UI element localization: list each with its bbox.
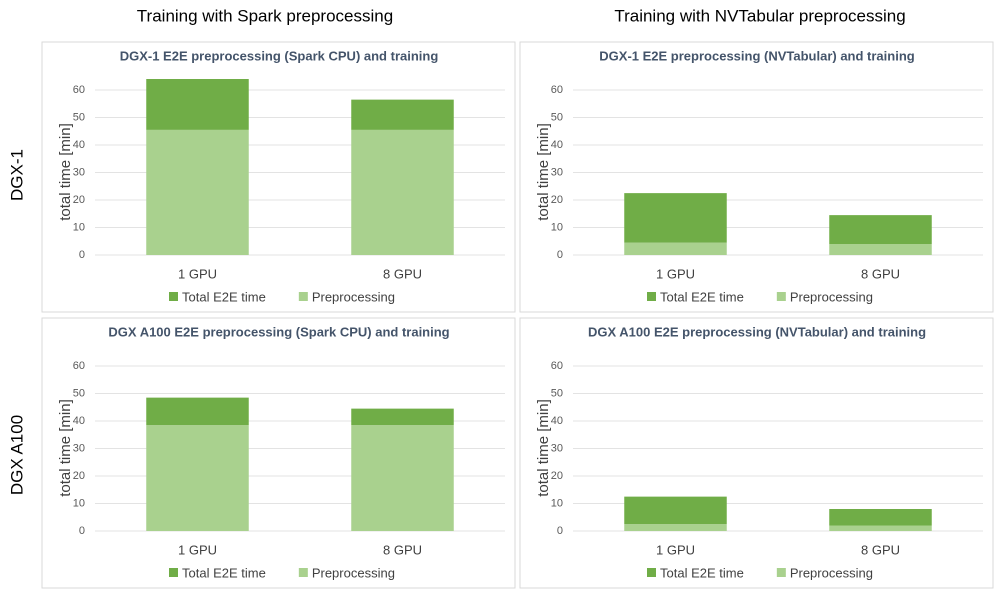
legend-swatch (169, 568, 178, 577)
y-tick-label: 30 (73, 442, 85, 454)
legend-swatch (298, 292, 308, 301)
y-tick-label: 60 (73, 84, 85, 96)
y-tick-label: 60 (73, 360, 85, 372)
bar-segment (351, 425, 454, 531)
y-tick-label: 10 (73, 497, 85, 509)
bar-segment (624, 193, 727, 243)
y-tick-label: 20 (73, 470, 85, 482)
y-tick-label: 20 (73, 194, 85, 206)
bar-segment (829, 509, 932, 526)
y-tick-label: 50 (551, 387, 563, 399)
y-axis-label: total time [min] (535, 123, 552, 221)
y-tick-label: 60 (551, 360, 563, 372)
y-tick-label: 10 (551, 221, 563, 233)
y-axis-label: total time [min] (57, 399, 74, 497)
x-tick-label: 1 GPU (178, 542, 217, 557)
y-tick-label: 30 (551, 166, 563, 178)
legend-swatch (776, 568, 786, 577)
y-tick-label: 50 (73, 111, 85, 123)
bar-segment (829, 215, 932, 244)
panel (519, 317, 994, 589)
x-tick-label: 8 GPU (861, 266, 900, 281)
bar-segment (624, 496, 727, 525)
bar-segment (829, 244, 932, 255)
panel (519, 41, 994, 313)
y-tick-label: 20 (551, 194, 563, 206)
y-tick-label: 40 (73, 139, 85, 151)
bar-segment (351, 129, 454, 255)
y-tick-label: 0 (557, 249, 563, 261)
x-tick-label: 8 GPU (383, 266, 422, 281)
y-tick-label: 30 (551, 442, 563, 454)
y-tick-label: 40 (551, 415, 563, 427)
chart-title: DGX A100 E2E preprocessing (Spark CPU) a… (108, 324, 449, 339)
legend-label: Preprocessing (312, 289, 395, 304)
bar-segment (829, 525, 932, 531)
y-tick-label: 20 (551, 470, 563, 482)
y-tick-label: 10 (73, 221, 85, 233)
y-tick-label: 60 (551, 84, 563, 96)
row-label: DGX-1 (7, 149, 26, 201)
column-title: Training with Spark preprocessing (137, 6, 393, 25)
x-tick-label: 1 GPU (178, 266, 217, 281)
legend-swatch (298, 568, 308, 577)
legend-label: Total E2E time (660, 289, 744, 304)
y-tick-label: 30 (73, 166, 85, 178)
x-tick-label: 1 GPU (656, 266, 695, 281)
x-tick-label: 1 GPU (656, 542, 695, 557)
row-label: DGX A100 (7, 415, 26, 495)
bar-segment (146, 397, 249, 426)
legend-swatch (169, 292, 178, 301)
chart-title: DGX A100 E2E preprocessing (NVTabular) a… (588, 324, 926, 339)
bar-segment (146, 129, 249, 255)
chart-title: DGX-1 E2E preprocessing (NVTabular) and … (599, 48, 914, 63)
bar-segment (624, 524, 727, 531)
legend-label: Total E2E time (660, 565, 744, 580)
y-axis-label: total time [min] (57, 123, 74, 221)
legend-label: Preprocessing (312, 565, 395, 580)
legend-swatch (647, 292, 656, 301)
bar-segment (351, 99, 454, 130)
legend-label: Preprocessing (790, 289, 873, 304)
bar-segment (351, 408, 454, 426)
y-tick-label: 50 (73, 387, 85, 399)
y-tick-label: 0 (79, 249, 85, 261)
y-tick-label: 10 (551, 497, 563, 509)
x-tick-label: 8 GPU (861, 542, 900, 557)
bar-segment (146, 425, 249, 531)
x-tick-label: 8 GPU (383, 542, 422, 557)
legend-swatch (647, 568, 656, 577)
legend-label: Total E2E time (182, 289, 266, 304)
y-tick-label: 40 (551, 139, 563, 151)
chart-title: DGX-1 E2E preprocessing (Spark CPU) and … (120, 48, 439, 63)
column-title: Training with NVTabular preprocessing (614, 6, 905, 25)
legend-label: Total E2E time (182, 565, 266, 580)
legend-label: Preprocessing (790, 565, 873, 580)
y-tick-label: 40 (73, 415, 85, 427)
bar-segment (146, 79, 249, 130)
legend-swatch (776, 292, 786, 301)
y-tick-label: 50 (551, 111, 563, 123)
y-tick-label: 0 (79, 525, 85, 537)
bar-segment (624, 242, 727, 255)
y-tick-label: 0 (557, 525, 563, 537)
y-axis-label: total time [min] (535, 399, 552, 497)
